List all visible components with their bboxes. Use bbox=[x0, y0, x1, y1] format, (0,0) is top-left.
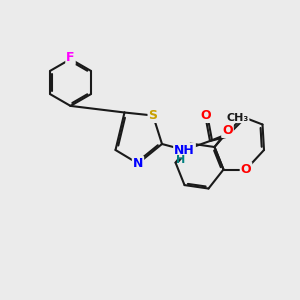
Text: O: O bbox=[241, 163, 251, 176]
Text: S: S bbox=[148, 109, 158, 122]
Text: NH: NH bbox=[174, 143, 195, 157]
Text: F: F bbox=[66, 51, 75, 64]
Text: O: O bbox=[200, 109, 211, 122]
Text: N: N bbox=[133, 157, 143, 170]
Text: H: H bbox=[176, 154, 185, 165]
Text: CH₃: CH₃ bbox=[226, 112, 249, 122]
Text: O: O bbox=[222, 124, 233, 137]
